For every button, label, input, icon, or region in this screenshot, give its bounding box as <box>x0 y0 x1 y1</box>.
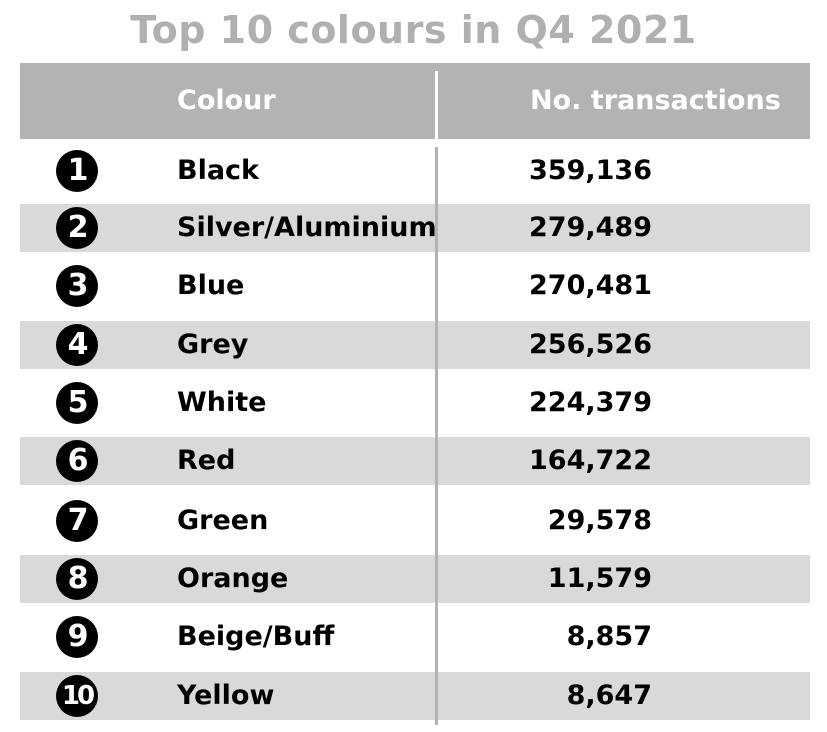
rank-badge: 9 <box>56 616 98 658</box>
transaction-count: 279,489 <box>529 212 652 243</box>
rank-badge: 7 <box>56 500 98 542</box>
transaction-count: 164,722 <box>529 445 652 476</box>
transaction-count: 224,379 <box>529 387 652 418</box>
table-row: 9 Beige/Buff 8,857 <box>20 613 810 661</box>
colour-name: Red <box>177 445 236 476</box>
colour-name: Grey <box>177 329 249 360</box>
colour-name: Beige/Buff <box>177 621 335 652</box>
header-divider <box>435 71 438 139</box>
table-row: 7 Green 29,578 <box>20 497 810 545</box>
chart-title: Top 10 colours in Q4 2021 <box>130 8 697 52</box>
colour-name: Yellow <box>177 680 275 711</box>
transaction-count: 29,578 <box>547 505 652 536</box>
table-row: 6 Red 164,722 <box>20 437 810 485</box>
table-header: Colour No. transactions <box>20 63 810 139</box>
table-row: 8 Orange 11,579 <box>20 555 810 603</box>
table-row: 1 Black 359,136 <box>20 147 810 195</box>
table-row: 3 Blue 270,481 <box>20 262 810 310</box>
rank-badge: 2 <box>56 207 98 249</box>
colour-name: White <box>177 387 267 418</box>
colour-name: Silver/Aluminium <box>177 212 437 243</box>
table-row: 10 Yellow 8,647 <box>20 672 810 720</box>
transaction-count: 270,481 <box>529 270 652 301</box>
rank-badge: 5 <box>56 382 98 424</box>
table-row: 2 Silver/Aluminium 279,489 <box>20 204 810 252</box>
transaction-count: 11,579 <box>547 563 652 594</box>
transaction-count: 359,136 <box>529 155 652 186</box>
rank-badge: 1 <box>56 150 98 192</box>
rank-badge: 3 <box>56 265 98 307</box>
transaction-count: 8,647 <box>566 680 652 711</box>
rank-badge: 4 <box>56 324 98 366</box>
colour-name: Black <box>177 155 260 186</box>
table-row: 4 Grey 256,526 <box>20 321 810 369</box>
rank-badge: 10 <box>56 675 98 717</box>
rank-badge: 6 <box>56 440 98 482</box>
column-header-colour: Colour <box>177 85 276 116</box>
transaction-count: 8,857 <box>566 621 652 652</box>
transaction-count: 256,526 <box>529 329 652 360</box>
colour-name: Green <box>177 505 269 536</box>
colour-name: Orange <box>177 563 289 594</box>
colour-name: Blue <box>177 270 245 301</box>
column-divider <box>435 147 438 725</box>
table-row: 5 White 224,379 <box>20 379 810 427</box>
rank-badge: 8 <box>56 558 98 600</box>
column-header-transactions: No. transactions <box>530 85 781 116</box>
